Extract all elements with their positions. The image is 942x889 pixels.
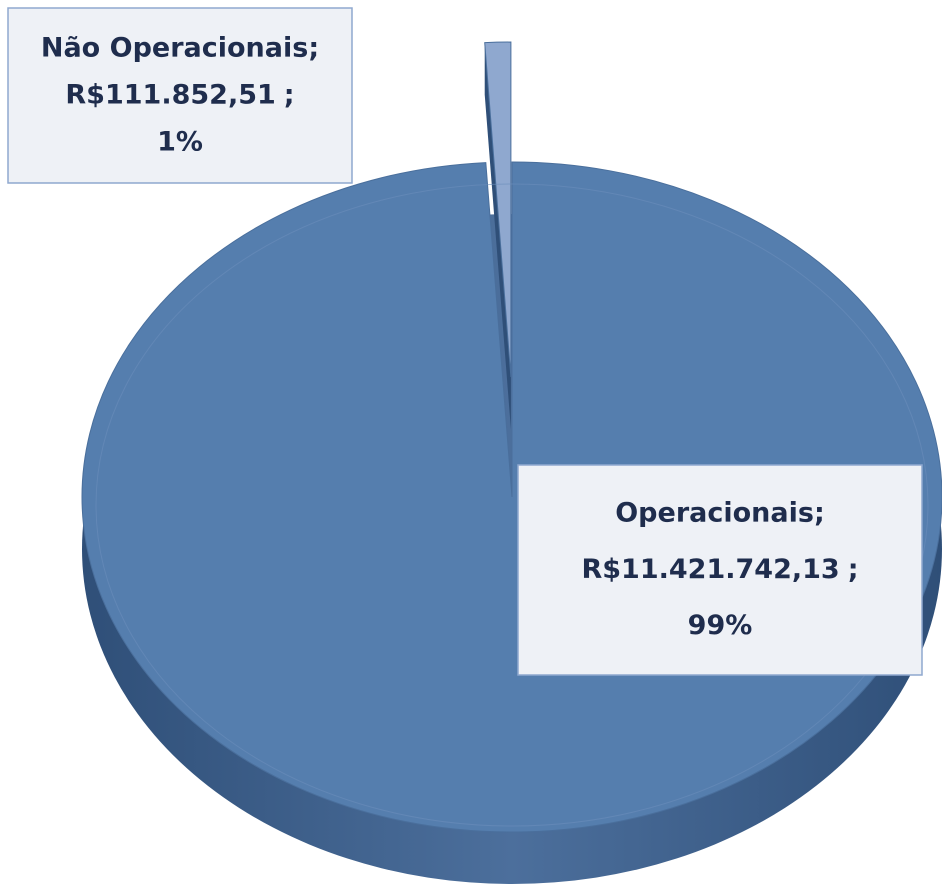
category-label: Não Operacionais — [41, 32, 308, 63]
category-label: Operacionais — [615, 497, 814, 528]
percent-label: 1% — [157, 126, 203, 157]
value-label: R$111.852,51 — [65, 79, 275, 110]
slice-side — [484, 42, 511, 430]
slice — [484, 41, 512, 378]
label-box — [517, 464, 923, 676]
data-label: Operacionais; — [615, 497, 825, 528]
value-label: R$11.421.742,13 — [581, 554, 839, 585]
label-separator: ; — [308, 32, 319, 63]
data-label: Não Operacionais; — [41, 32, 319, 63]
label-separator: ; — [284, 79, 295, 110]
label-box — [7, 7, 353, 184]
percent-label: 99% — [688, 610, 753, 641]
data-label: R$11.421.742,13; — [581, 554, 858, 585]
label-separator: ; — [814, 497, 825, 528]
label-separator: ; — [848, 554, 859, 585]
pie-rim — [95, 183, 929, 827]
data-label: R$111.852,51; — [65, 79, 294, 110]
